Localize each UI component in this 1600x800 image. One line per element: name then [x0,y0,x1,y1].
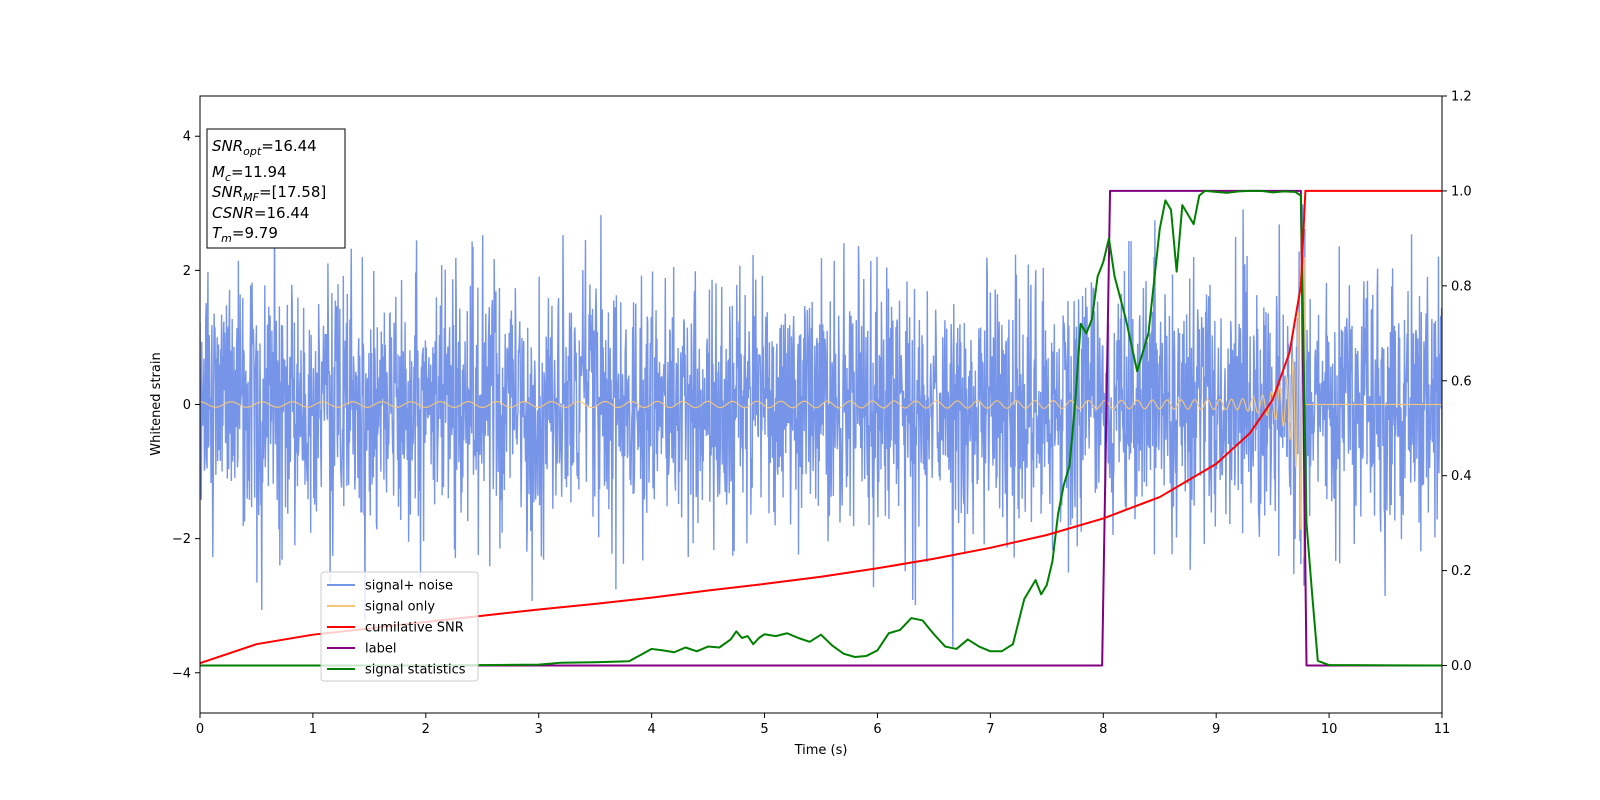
y-axis-right: 0.0 0.2 0.4 0.6 0.8 1.0 1.2 [1442,90,1472,674]
y-right-tick-label: 0.0 [1451,659,1472,674]
x-tick-label: 9 [1212,722,1220,737]
x-tick-label: 11 [1434,722,1451,737]
annotation-line: SNRMF=[17.58] [212,183,326,204]
y-left-tick-label: 4 [183,130,191,145]
y-left-tick-label: 2 [183,264,191,279]
y-right-tick-label: 0.6 [1451,374,1472,389]
legend-entry-label: label [365,642,396,657]
x-tick-label: 2 [422,722,430,737]
y-axis-label: Whitened strain [149,352,164,455]
x-tick-label: 3 [535,722,543,737]
x-tick-label: 5 [760,722,768,737]
y-left-tick-label: −2 [172,532,191,547]
y-right-tick-label: 0.4 [1451,469,1472,484]
y-left-tick-label: 0 [183,398,191,413]
annotation-frame [206,128,346,249]
annotation-line: SNRopt=16.44 [212,137,317,158]
x-axis-label: Time (s) [794,743,848,758]
y-right-tick-label: 1.2 [1451,90,1472,105]
y-left-tick-label: −4 [172,666,191,681]
annotation-line: Tm=9.79 [212,224,278,245]
x-axis: 0 1 2 3 4 5 6 7 8 9 10 11 [196,713,1450,737]
x-tick-label: 1 [309,722,317,737]
series-signal-only-line [200,257,1442,558]
series-signal-noise-line [200,204,1442,647]
legend: signal+ noise signal only cumilative SNR la… [320,571,479,682]
x-tick-label: 0 [196,722,204,737]
plot-series-area [200,189,1442,667]
x-tick-label: 8 [1099,722,1107,737]
x-tick-label: 7 [986,722,994,737]
annotation-line: CSNR=16.44 [212,204,309,222]
legend-frame [320,571,479,682]
annotation-box: SNRopt=16.44 Mc=11.94SNRMF=[17.58]CSNR=16… [206,128,346,249]
y-right-tick-label: 0.8 [1451,279,1472,294]
y-axis-left: −4 −2 0 2 4 [172,130,200,681]
legend-entry-label: cumilative SNR [365,621,464,636]
y-right-tick-label: 0.2 [1451,564,1472,579]
y-right-tick-label: 1.0 [1451,184,1472,199]
x-tick-label: 6 [873,722,881,737]
x-tick-label: 10 [1321,722,1338,737]
legend-entry-label: signal+ noise [365,579,453,594]
legend-entry-label: signal only [365,600,435,615]
series-signal-statistics-line [200,189,1442,667]
legend-entry-label: signal statistics [365,663,466,678]
x-tick-label: 4 [647,722,655,737]
annotation-line: Mc=11.94 [212,163,287,184]
